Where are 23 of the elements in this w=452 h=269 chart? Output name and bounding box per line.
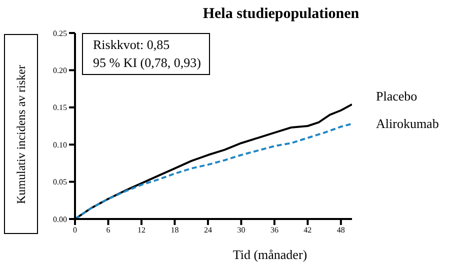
x-tick-label: 18 (170, 226, 179, 235)
y-tick-label: 0.05 (53, 178, 67, 187)
y-tick-label: 0.25 (53, 28, 67, 38)
y-tick-label: 0.10 (53, 140, 67, 150)
x-axis-title: Tid (månader) (232, 247, 308, 263)
annotation-box: Riskkvot: 0,85 95 % KI (0,78, 0,93) (82, 33, 210, 75)
x-tick-label: 24 (204, 226, 212, 235)
annotation: Riskkvot: 0,85 (93, 36, 171, 54)
series-label: Placebo (376, 88, 418, 104)
chart-title: Hela studiepopulationen (202, 6, 360, 23)
x-tick-label: 42 (304, 226, 312, 235)
x-tick-label: 36 (270, 226, 278, 235)
annotation: 95 % KI (0,78, 0,93) (93, 54, 201, 72)
x-tick-label: 0 (73, 226, 77, 235)
series-label: Alirokumab (376, 116, 439, 131)
x-tick-label: 6 (106, 226, 110, 235)
x-tick-label: 48 (336, 226, 345, 235)
y-tick-label: 0.00 (53, 214, 67, 224)
x-tick-label: 12 (137, 226, 146, 235)
y-axis-title: Kumulativ incidens av risker (14, 64, 28, 204)
y-tick-label: 0.20 (53, 66, 67, 76)
x-tick-label: 30 (237, 226, 246, 235)
y-tick-label: 0.15 (53, 103, 67, 112)
